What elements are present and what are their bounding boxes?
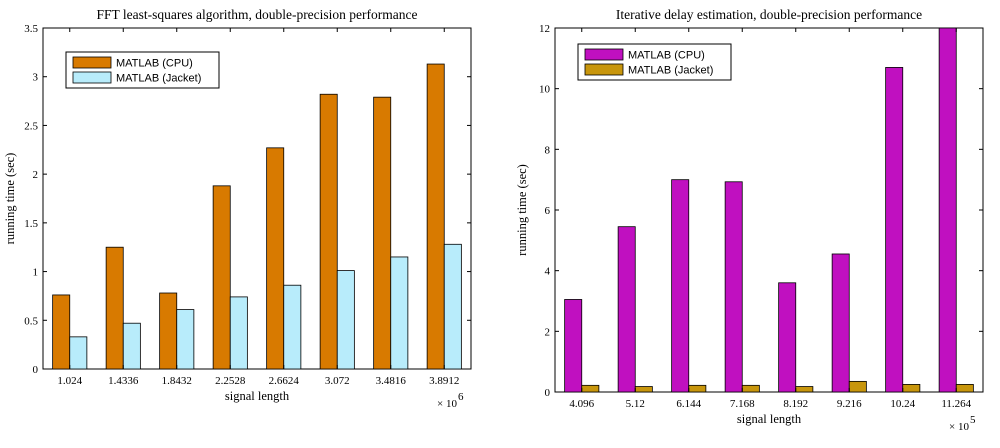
bar-2-6 <box>848 380 867 393</box>
bar-2-4 <box>229 296 248 370</box>
x-tick-label: 3.4816 <box>376 375 407 387</box>
bar-1-6 <box>319 93 338 370</box>
y-tick-label: 8 <box>545 144 551 156</box>
x-exponent-label: × 10 <box>949 421 969 433</box>
x-exponent-value: 5 <box>970 414 976 426</box>
bar-1-2 <box>617 226 636 393</box>
chart-title: Iterative delay estimation, double-preci… <box>616 7 922 22</box>
y-tick-label: 12 <box>539 23 550 35</box>
bar-1-4 <box>212 185 231 370</box>
y-axis-label: running time (sec) <box>3 153 17 245</box>
x-exponent-value: 6 <box>458 391 464 403</box>
x-tick-label: 1.4336 <box>108 375 139 387</box>
bar-2-8 <box>955 384 974 393</box>
series-1 <box>52 63 445 370</box>
x-tick-label: 2.2528 <box>215 375 246 387</box>
bar-1-1 <box>52 294 71 370</box>
bar-2-8 <box>443 243 462 370</box>
bar-1-7 <box>885 67 904 393</box>
bar-1-2 <box>105 246 124 370</box>
y-tick-label: 1 <box>33 267 39 279</box>
bar-2-7 <box>902 384 921 393</box>
y-tick-label: 0 <box>33 364 39 376</box>
y-tick-label: 1.5 <box>24 218 38 230</box>
x-axis-label: signal length <box>737 412 802 426</box>
bar-1-3 <box>671 179 690 393</box>
y-tick-label: 10 <box>539 84 551 96</box>
bar-2-5 <box>283 284 302 370</box>
bar-2-2 <box>634 386 653 393</box>
bar-2-1 <box>581 384 600 393</box>
y-tick-label: 3.5 <box>24 23 38 35</box>
bar-2-5 <box>795 386 814 393</box>
bar-2-1 <box>69 336 88 370</box>
bar-2-2 <box>122 322 141 370</box>
x-tick-label: 1.8432 <box>162 375 192 387</box>
bar-1-5 <box>266 147 285 370</box>
y-tick-label: 2 <box>545 326 551 338</box>
bar-1-8 <box>426 63 445 370</box>
bar-1-3 <box>159 292 178 370</box>
legend-label-1: MATLAB (CPU) <box>116 58 193 70</box>
legend-swatch-1 <box>584 48 624 61</box>
x-tick-label: 2.6624 <box>269 375 300 387</box>
y-tick-label: 3 <box>33 72 39 84</box>
x-tick-label: 8.192 <box>783 398 808 410</box>
y-axis-label: running time (sec) <box>515 164 529 256</box>
x-axis-label: signal length <box>225 389 290 403</box>
bar-1-6 <box>831 253 850 393</box>
x-tick-label: 3.8912 <box>429 375 459 387</box>
chart-1: 0 0.5 1 1.5 2 2.5 3 3.5 1.024 1.4336 1.8432 2.2528 2… <box>3 7 472 410</box>
x-tick-label: 4.096 <box>569 398 594 410</box>
chart-title: FFT least-squares algorithm, double-prec… <box>96 7 417 22</box>
y-tick-label: 6 <box>545 205 551 217</box>
x-tick-label: 3.072 <box>325 375 350 387</box>
y-tick-label: 0 <box>545 387 551 399</box>
y-tick-label: 0.5 <box>24 315 38 327</box>
legend-swatch-1 <box>72 56 112 69</box>
bar-1-7 <box>373 96 392 370</box>
x-exponent-label: × 10 <box>437 398 457 410</box>
bar-2-4 <box>741 384 760 393</box>
x-tick-label: 10.24 <box>890 398 915 410</box>
bar-1-1 <box>564 299 583 393</box>
legend-swatch-2 <box>584 63 624 76</box>
y-tick-label: 2.5 <box>24 120 38 132</box>
y-tick-label: 2 <box>33 169 39 181</box>
x-tick-label: 5.12 <box>626 398 645 410</box>
x-tick-label: 7.168 <box>730 398 755 410</box>
x-tick-label: 1.024 <box>57 375 82 387</box>
legend: MATLAB (CPU) MATLAB (Jacket) <box>577 43 732 81</box>
y-tick-label: 4 <box>545 266 551 278</box>
bar-1-5 <box>778 282 797 393</box>
legend-swatch-2 <box>72 71 112 84</box>
x-tick-label: 6.144 <box>676 398 701 410</box>
legend-label-1: MATLAB (CPU) <box>628 50 705 62</box>
x-tick-label: 11.264 <box>941 398 971 410</box>
series-2 <box>69 243 462 370</box>
bar-2-3 <box>688 384 707 393</box>
bar-2-3 <box>176 309 195 370</box>
chart-2: 0 2 4 6 8 10 12 4.096 5.12 6.144 7.168 8.192 9.216 10… <box>515 7 984 433</box>
series-1 <box>564 27 957 393</box>
legend-label-2: MATLAB (Jacket) <box>116 73 201 85</box>
x-tick-label: 9.216 <box>837 398 862 410</box>
bar-2-6 <box>336 270 355 370</box>
bar-2-7 <box>390 256 409 370</box>
legend: MATLAB (CPU) MATLAB (Jacket) <box>65 51 220 89</box>
legend-label-2: MATLAB (Jacket) <box>628 65 713 77</box>
bar-1-8 <box>938 27 957 393</box>
bar-1-4 <box>724 181 743 393</box>
